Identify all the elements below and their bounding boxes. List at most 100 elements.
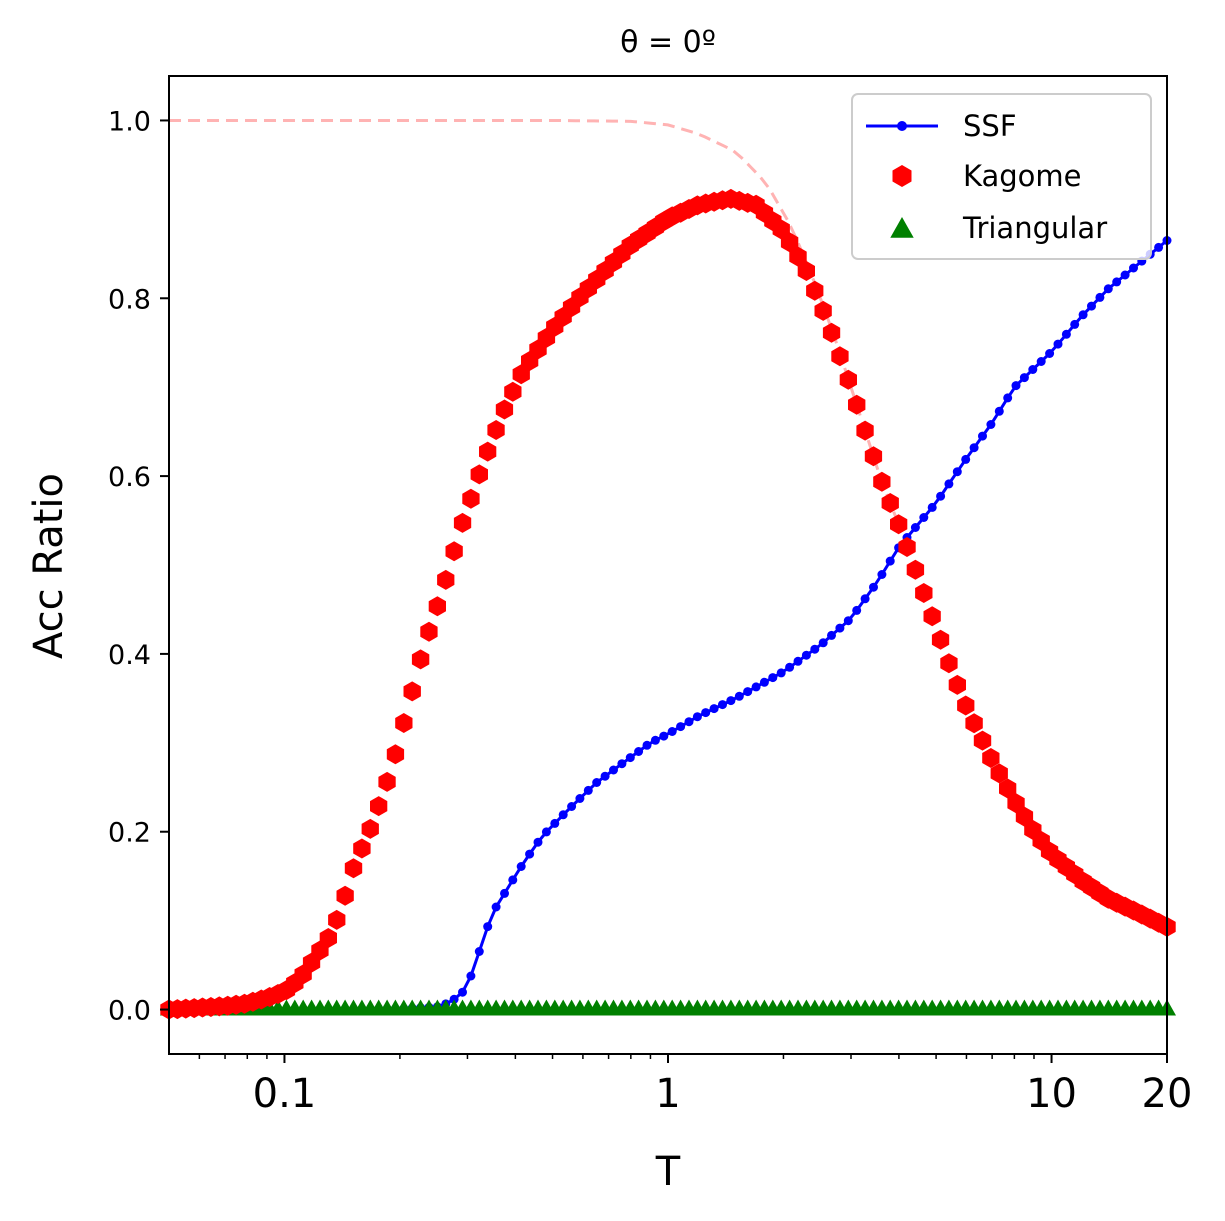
kagome-point <box>873 471 891 492</box>
x-axis-ticks: 0.1 1 10 20 <box>198 1054 1193 1117</box>
kagome-point <box>806 280 824 301</box>
ssf-point <box>1011 381 1021 391</box>
ssf-point <box>759 677 769 687</box>
kagome-point <box>881 493 899 513</box>
ssf-point <box>466 971 476 981</box>
y-tick-label: 0.2 <box>108 818 151 849</box>
ssf-point <box>961 454 971 464</box>
kagome-point <box>420 621 438 642</box>
ssf-point <box>969 443 979 453</box>
ssf-point <box>885 556 895 566</box>
y-tick-label: 0.4 <box>108 640 151 671</box>
kagome-point <box>957 695 975 716</box>
kagome-point <box>982 748 1000 768</box>
reference-dashed-curve <box>169 119 901 526</box>
ssf-point <box>1087 301 1096 311</box>
kagome-point <box>403 681 421 702</box>
ssf-point <box>692 712 702 722</box>
ssf-point <box>793 656 803 666</box>
kagome-point <box>378 771 396 792</box>
ssf-point <box>676 722 686 732</box>
ssf-point <box>1028 365 1038 374</box>
ssf-point <box>810 644 820 654</box>
y-tick-label: 1.0 <box>108 106 151 137</box>
ssf-point <box>600 771 610 781</box>
kagome-point <box>965 713 983 734</box>
kagome-point <box>839 369 857 390</box>
kagome-point <box>344 858 363 879</box>
kagome-point <box>411 649 430 670</box>
y-tick-label: 0.6 <box>108 462 151 493</box>
ssf-point <box>718 700 727 710</box>
ssf-point <box>877 570 887 579</box>
series-layer <box>160 188 1176 1020</box>
ssf-point <box>952 467 962 477</box>
ssf-point <box>516 862 526 871</box>
kagome-point <box>487 420 505 440</box>
kagome-point <box>1007 793 1025 814</box>
kagome-point <box>831 346 849 367</box>
ssf-point <box>726 696 736 706</box>
x-tick-label: 10 <box>1026 1071 1077 1117</box>
ssf-point <box>709 704 719 714</box>
ssf-point <box>1103 284 1113 294</box>
kagome-point <box>948 674 966 695</box>
ssf-point <box>1095 292 1105 302</box>
ssf-point <box>701 708 711 718</box>
ssf-point <box>583 785 593 795</box>
kagome-point <box>973 730 992 751</box>
ssf-point <box>1053 339 1063 349</box>
reference-curve-layer <box>169 119 901 526</box>
ssf-point <box>625 753 635 763</box>
ssf-point <box>835 623 845 633</box>
kagome-point <box>428 596 446 617</box>
ssf-point <box>743 687 753 697</box>
kagome-point <box>336 885 354 906</box>
legend-label: SSF <box>963 109 1017 143</box>
kagome-point <box>453 512 472 533</box>
kagome-point <box>923 606 941 627</box>
ssf-point <box>609 765 618 775</box>
kagome-point <box>864 446 883 467</box>
ssf-point <box>978 431 987 441</box>
kagome-point <box>940 653 958 674</box>
ssf-point <box>927 502 937 512</box>
kagome-point <box>479 441 497 462</box>
kagome-point <box>386 744 405 765</box>
ssf-point <box>491 902 501 912</box>
kagome-point <box>1015 806 1034 827</box>
legend-kagome-marker <box>892 165 912 187</box>
ssf-point <box>986 420 996 429</box>
kagome-point <box>395 713 413 733</box>
ssf-point <box>827 630 836 640</box>
ssf-point <box>1112 277 1122 287</box>
kagome-point <box>445 541 463 562</box>
kagome-point <box>512 364 530 385</box>
ssf-point <box>776 668 786 678</box>
ssf-point <box>1154 242 1164 252</box>
kagome-point <box>470 464 488 485</box>
ssf-point <box>474 947 484 956</box>
kagome-point <box>437 569 455 590</box>
ssf-point <box>533 837 543 847</box>
x-tick-label: 1 <box>655 1071 680 1117</box>
ssf-point <box>1129 263 1138 273</box>
ssf-point <box>525 849 535 859</box>
y-tick-label: 0.0 <box>108 996 151 1027</box>
ssf-point <box>869 582 878 592</box>
chart-title: θ = 0º <box>620 25 716 60</box>
ssf-point <box>508 875 518 885</box>
ssf-point <box>650 735 660 745</box>
kagome-point <box>495 399 514 420</box>
y-axis-ticks: 0.0 0.2 0.4 0.6 0.8 1.0 <box>108 106 169 1027</box>
x-tick-label: 20 <box>1142 1071 1193 1117</box>
kagome-point <box>462 488 480 509</box>
kagome-point <box>822 322 841 343</box>
kagome-point <box>890 514 908 535</box>
kagome-point <box>772 219 790 240</box>
y-axis-label: Acc Ratio <box>26 473 72 659</box>
y-tick-label: 0.8 <box>108 284 151 315</box>
ssf-point <box>659 731 669 741</box>
ssf-point <box>483 922 493 932</box>
